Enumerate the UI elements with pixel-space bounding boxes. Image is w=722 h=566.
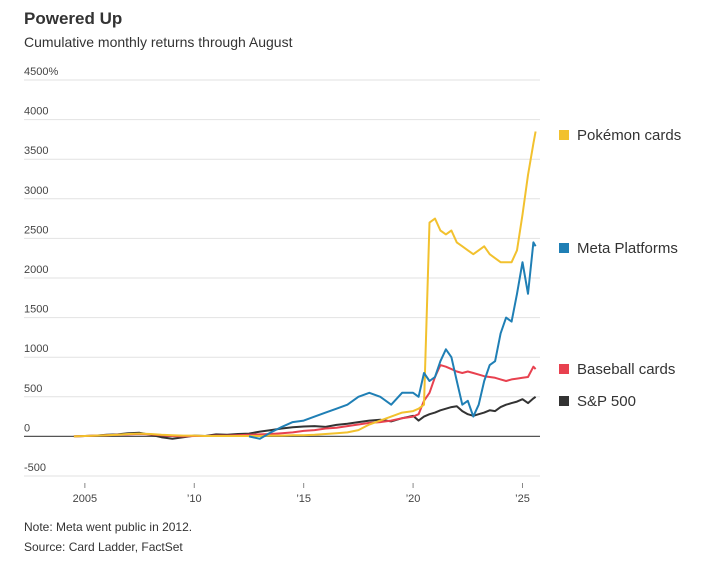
x-tick-label: ’15	[296, 493, 311, 505]
note: Note: Meta went public in 2012.	[24, 520, 192, 534]
y-tick-label: 2000	[24, 264, 48, 276]
y-tick-label: 1500	[24, 304, 48, 316]
series-line	[248, 241, 537, 440]
x-tick-label: 2005	[73, 493, 97, 505]
legend-label: S&P 500	[577, 393, 636, 410]
y-tick-label: 3000	[24, 185, 48, 197]
y-tick-label: 500	[24, 383, 42, 395]
y-tick-label: 2500	[24, 224, 48, 236]
y-tick-label: 1000	[24, 343, 48, 355]
y-tick-label: 0	[24, 422, 30, 434]
legend-label: Meta Platforms	[577, 240, 678, 257]
series-line	[73, 131, 537, 438]
legend-swatch	[559, 396, 569, 406]
legend-label: Pokémon cards	[577, 127, 681, 144]
y-tick-label: 3500	[24, 145, 48, 157]
series-line	[73, 395, 537, 440]
x-tick-label: ’25	[515, 493, 530, 505]
y-tick-label: 4000	[24, 106, 48, 118]
x-tick-label: ’10	[187, 493, 202, 505]
chart-title: Powered Up	[24, 9, 122, 28]
y-tick-label: -500	[24, 462, 46, 474]
legend-label: Baseball cards	[577, 361, 675, 378]
x-tick-label: ’20	[406, 493, 421, 505]
chart-subtitle: Cumulative monthly returns through Augus…	[24, 34, 293, 50]
legend-swatch	[559, 130, 569, 140]
legend-swatch	[559, 364, 569, 374]
source: Source: Card Ladder, FactSet	[24, 540, 183, 554]
y-tick-label: 4500%	[24, 66, 58, 78]
legend-swatch	[559, 243, 569, 253]
